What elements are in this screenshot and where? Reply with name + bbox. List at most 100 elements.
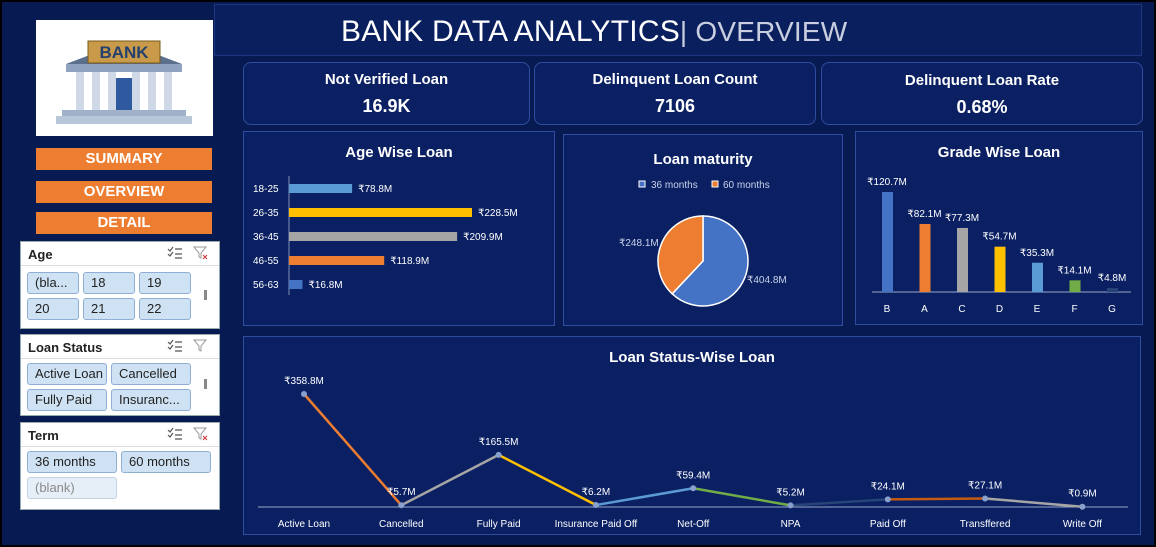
age-chip[interactable]: (bla...: [27, 272, 79, 294]
kpi-label: Delinquent Loan Rate: [904, 72, 1060, 89]
kpi-label: Delinquent Loan Count: [592, 71, 758, 88]
summary-button[interactable]: SUMMARY: [36, 148, 212, 170]
kpi-value: 0.68%: [956, 97, 1008, 117]
chart-title: Loan maturity: [653, 151, 753, 168]
grade-wise-loan-panel: Grade Wise Loan ₹120.7M B ₹82.1M A ₹77.3M C ₹5…: [855, 131, 1143, 325]
legend-swatch: [638, 180, 646, 188]
data-point: [495, 451, 502, 458]
x-tick-label: Net-Off: [677, 519, 709, 530]
header-subtitle: | OVERVIEW: [679, 16, 848, 47]
age-wise-loan-chart: 18-25 ₹78.8M 26-35 ₹228.5M 36-45 ₹209.9M 46-55…: [253, 176, 518, 295]
data-point: [982, 495, 989, 502]
age-chip[interactable]: 21: [83, 298, 135, 320]
overview-button[interactable]: OVERVIEW: [36, 181, 212, 203]
loan-status-slicer-scrollbar[interactable]: [204, 379, 207, 389]
data-label: ₹120.7M: [867, 177, 907, 188]
bar: [957, 227, 968, 292]
series-line-segment: [692, 487, 791, 507]
data-label: ₹404.8M: [747, 275, 787, 286]
loan-status-chip[interactable]: Active Loan: [27, 363, 107, 385]
series-line-segment: [303, 393, 403, 507]
bar: [289, 184, 353, 193]
bar: [289, 256, 385, 265]
legend-label: 36 months: [651, 180, 698, 191]
loan-maturity-panel: Loan maturity 36 months 60 months ₹404.8M ₹…: [563, 134, 843, 326]
kpi-label: Not Verified Loan: [324, 71, 449, 88]
data-label: ₹4.8M: [1098, 273, 1127, 284]
bar: [289, 232, 458, 241]
detail-button[interactable]: DETAIL: [36, 212, 212, 234]
x-tick-label: C: [958, 304, 965, 315]
series-line-segment: [984, 497, 1083, 508]
data-label: ₹118.9M: [390, 256, 429, 267]
data-label: ₹6.2M: [582, 487, 611, 498]
multi-select-icon[interactable]: [167, 427, 183, 441]
term-chip[interactable]: 60 months: [121, 451, 211, 473]
series-line-segment: [595, 487, 694, 507]
bar: [919, 223, 931, 292]
data-point: [1079, 503, 1086, 510]
y-tick-label: 46-55: [253, 256, 279, 267]
loan-status-wise-loan-panel: Loan Status-Wise Loan ₹358.8M Active Loan…: [243, 336, 1141, 535]
loan-status-chip[interactable]: Fully Paid: [27, 389, 107, 411]
loan-status-slicer: Loan Status Active Loan Cancelled Fully …: [20, 334, 220, 416]
loan-status-chip[interactable]: Insuranc...: [111, 389, 191, 411]
y-tick-label: 36-45: [253, 232, 279, 243]
data-point: [592, 502, 599, 509]
data-label: ₹5.2M: [776, 487, 805, 498]
bank-building-icon: BANK: [56, 40, 192, 124]
x-tick-label: D: [996, 304, 1003, 315]
x-tick-label: Transffered: [960, 519, 1011, 530]
age-chip[interactable]: 18: [83, 272, 135, 294]
loan-status-slicer-title: Loan Status: [28, 340, 103, 355]
age-chip[interactable]: 20: [27, 298, 79, 320]
data-label: ₹78.8M: [358, 184, 392, 195]
x-tick-label: NPA: [781, 519, 801, 530]
loan-maturity-chart: 36 months 60 months ₹404.8M ₹248.1M: [619, 180, 787, 307]
data-label: ₹248.1M: [619, 238, 659, 249]
age-slicer-header: Age: [21, 242, 219, 266]
chart-title: Grade Wise Loan: [937, 144, 1061, 161]
x-tick-label: Insurance Paid Off: [555, 519, 638, 530]
age-chip[interactable]: 22: [139, 298, 191, 320]
age-slicer: Age (bla... 18 19 20 21 22: [20, 241, 220, 329]
x-tick-label: Cancelled: [379, 519, 423, 530]
legend-label: 60 months: [723, 180, 770, 191]
bar: [882, 192, 893, 292]
term-chip[interactable]: 36 months: [27, 451, 117, 473]
y-tick-label: 26-35: [253, 208, 279, 219]
multi-select-icon[interactable]: [167, 246, 183, 260]
age-wise-loan-panel: Age Wise Loan 18-25 ₹78.8M 26-35 ₹228.5M 36-…: [243, 131, 555, 326]
x-tick-label: Active Loan: [278, 519, 330, 530]
multi-select-icon[interactable]: [167, 339, 183, 353]
bar: [289, 280, 303, 289]
loan-status-wise-loan-chart: ₹358.8M Active Loan ₹5.7M Cancelled ₹165.5M F…: [258, 376, 1128, 530]
kpi-not-verified-loan: Not Verified Loan 16.9K: [243, 62, 530, 125]
loan-status-slicer-header: Loan Status: [21, 335, 219, 359]
age-chip[interactable]: 19: [139, 272, 191, 294]
series-line-segment: [400, 453, 500, 507]
x-tick-label: Write Off: [1063, 519, 1102, 530]
bar: [1069, 280, 1081, 292]
data-label: ₹77.3M: [945, 213, 979, 224]
term-chip[interactable]: (blank): [27, 477, 117, 499]
data-label: ₹165.5M: [479, 437, 519, 448]
term-slicer-title: Term: [28, 428, 59, 443]
series-line-segment: [887, 497, 986, 501]
chart-title: Age Wise Loan: [345, 144, 453, 161]
loan-status-chip[interactable]: Cancelled: [111, 363, 191, 385]
kpi-delinquent-loan-rate: Delinquent Loan Rate 0.68%: [821, 62, 1143, 125]
data-label: ₹228.5M: [478, 208, 518, 219]
page-title: BANK DATA ANALYTICS| OVERVIEW: [341, 15, 847, 49]
age-slicer-scrollbar[interactable]: [204, 290, 207, 300]
bank-logo: BANK: [36, 20, 213, 136]
data-label: ₹14.1M: [1057, 265, 1091, 276]
age-slicer-title: Age: [28, 247, 53, 262]
clear-filter-icon[interactable]: [193, 246, 209, 260]
clear-filter-icon[interactable]: [193, 427, 209, 441]
clear-filter-icon[interactable]: [193, 339, 209, 353]
pie-slice: [671, 215, 749, 307]
header-bar: BANK DATA ANALYTICS| OVERVIEW: [214, 4, 1142, 56]
data-label: ₹24.1M: [871, 481, 905, 492]
